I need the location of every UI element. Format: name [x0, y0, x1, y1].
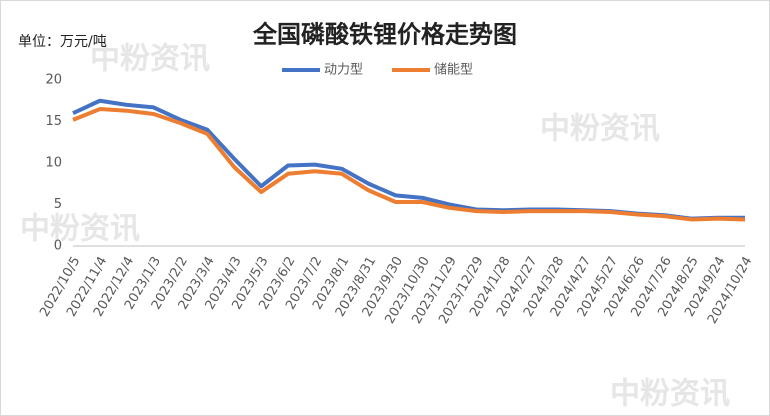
legend-label: 储能型: [434, 63, 473, 78]
legend-label: 动力型: [324, 63, 363, 78]
y-tick-label: 0: [54, 239, 62, 254]
watermark: 中粉资讯: [20, 212, 140, 247]
y-tick-label: 10: [45, 156, 62, 171]
watermark: 中粉资讯: [540, 112, 660, 147]
y-tick-label: 20: [45, 73, 62, 88]
y-tick-label: 5: [54, 197, 62, 212]
chart-title: 全国磷酸铁锂价格走势图: [252, 20, 517, 49]
watermark: 中粉资讯: [610, 377, 730, 412]
watermark: 中粉资讯: [90, 42, 210, 77]
data-line: [72, 107, 746, 222]
y-tick-label: 15: [45, 114, 62, 129]
unit-label: 单位：万元/吨: [18, 34, 107, 50]
